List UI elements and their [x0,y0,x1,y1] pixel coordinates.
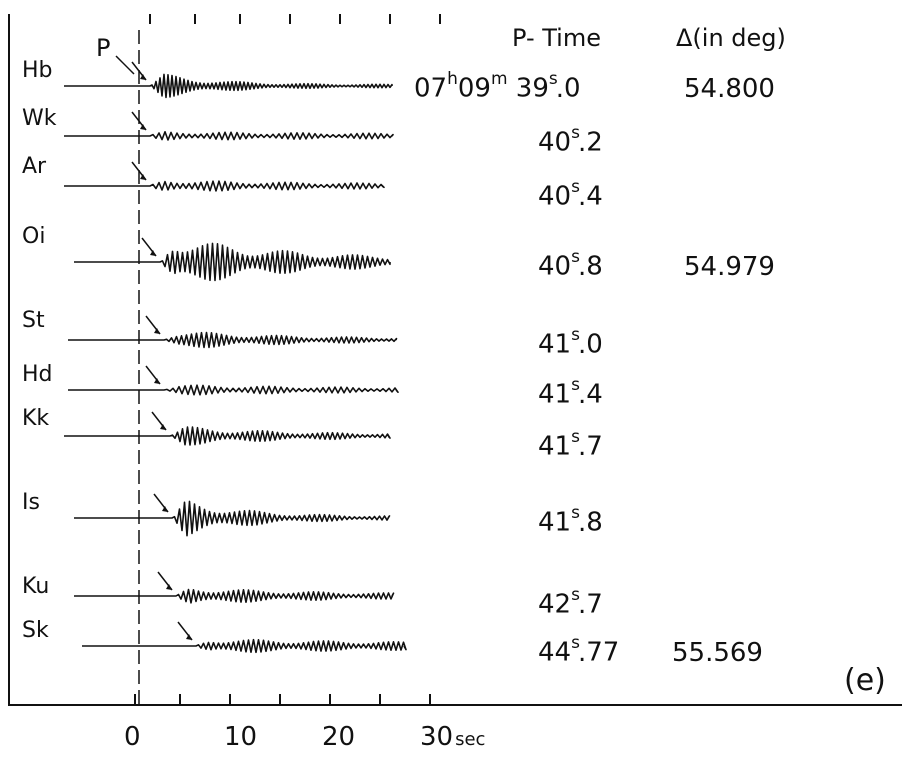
onset-arrowhead-is [162,506,168,512]
figure-frame [8,14,902,706]
seismogram-trace-hb [64,73,393,99]
delta-hb: 54.800 [684,74,775,104]
onset-arrowhead-ar [140,174,146,180]
seismogram-trace-hd [68,384,399,396]
ptime-is: 41s.8 [538,503,603,538]
seismogram-trace-kk [64,426,391,446]
station-label-st: St [22,308,45,333]
onset-arrowhead-st [154,328,160,334]
station-label-oi: Oi [22,224,46,249]
ptime-ku: 42s.7 [538,585,603,620]
panel-tag: (e) [844,663,886,698]
p-label-leader [115,55,135,75]
onset-arrowhead-hb [140,74,146,80]
station-label-wk: Wk [22,106,57,131]
p-onset-label: P [96,34,111,62]
seismogram-trace-is [74,500,391,537]
time-tick-20: 20 [322,722,356,752]
ptime-kk: 41s.7 [538,427,603,462]
delta-sk: 55.569 [672,638,763,668]
ptime-hb: 07h09m 39s.0 [414,69,581,104]
ptime-ar: 40s.4 [538,177,603,212]
station-label-hb: Hb [22,58,53,83]
ptime-st: 41s.0 [538,325,603,360]
ptime-header: P- Time [512,24,601,52]
onset-arrowhead-wk [140,124,146,130]
onset-arrowhead-ku [166,584,172,590]
seismogram-trace-ar [64,180,385,192]
station-label-is: Is [22,490,40,515]
onset-arrowhead-hd [154,378,160,384]
time-tick-10: 10 [224,722,258,752]
onset-arrowhead-kk [160,424,166,430]
seismogram-trace-wk [64,131,394,141]
seismogram-trace-ku [74,588,395,604]
time-tick-0: 0 [124,722,141,752]
station-label-sk: Sk [22,618,49,643]
ptime-oi: 40s.8 [538,247,603,282]
delta-header: Δ(in deg) [676,24,786,52]
delta-oi: 54.979 [684,252,775,282]
station-label-kk: Kk [22,406,50,431]
seismogram-trace-oi [74,242,391,282]
onset-arrowhead-sk [186,634,192,640]
station-label-hd: Hd [22,362,53,387]
ptime-hd: 41s.4 [538,375,603,410]
seismogram-trace-st [68,331,398,349]
time-tick-30: 30 sec [420,722,486,752]
onset-arrowhead-oi [150,250,156,256]
station-label-ar: Ar [22,154,47,179]
ptime-wk: 40s.2 [538,123,603,158]
station-label-ku: Ku [22,574,50,599]
ptime-sk: 44s.77 [538,633,620,668]
seismogram-trace-sk [82,638,407,654]
